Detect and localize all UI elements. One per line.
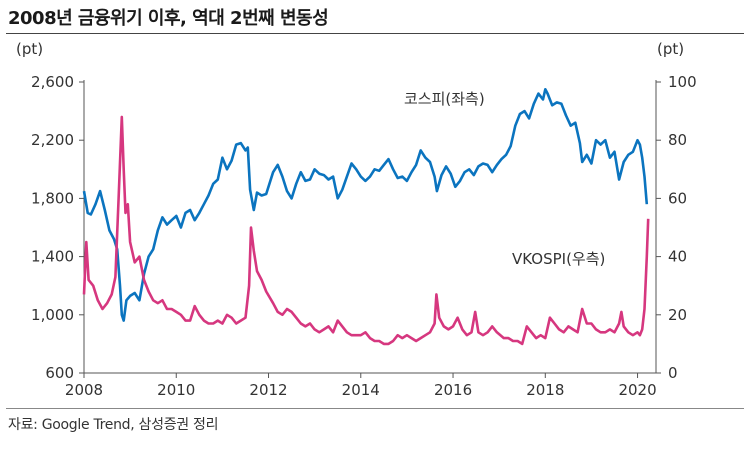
x-tick-label: 2008 <box>65 381 103 399</box>
left-tick-label: 1,400 <box>31 248 74 266</box>
source-divider <box>6 408 744 409</box>
chart-area: (pt) (pt) 600 1,000 1,400 1,800 2,200 2,600 0 20 4… <box>16 40 697 399</box>
left-tick-label: 2,200 <box>31 131 74 149</box>
right-tick-label: 0 <box>668 364 678 382</box>
right-tick-label: 40 <box>668 248 687 266</box>
kospi-line <box>82 88 649 322</box>
kospi-series-label: 코스피(좌측) <box>404 90 485 108</box>
right-tick-label: 20 <box>668 306 687 324</box>
right-tick-label: 80 <box>668 131 687 149</box>
x-tick-label: 2018 <box>526 381 564 399</box>
x-tick-label: 2014 <box>342 381 380 399</box>
x-tick-label: 2020 <box>618 381 656 399</box>
left-axis-unit: (pt) <box>16 40 43 58</box>
right-tick-label: 100 <box>668 73 697 91</box>
left-tick-label: 2,600 <box>31 73 74 91</box>
left-tick-label: 1,000 <box>31 306 74 324</box>
x-tick-label: 2016 <box>434 381 472 399</box>
source-note: 자료: Google Trend, 삼성증권 정리 <box>8 417 219 433</box>
left-tick-label: 600 <box>45 364 74 382</box>
vkospi-series-label: VKOSPI(우측) <box>512 250 605 268</box>
right-axis-unit: (pt) <box>657 40 684 58</box>
x-tick-label: 2010 <box>157 381 195 399</box>
right-tick-label: 60 <box>668 189 687 207</box>
x-tick-label: 2012 <box>249 381 287 399</box>
left-tick-label: 1,800 <box>31 189 74 207</box>
vkospi-line <box>82 115 650 346</box>
title-divider <box>6 33 744 34</box>
chart-title: 2008년 금융위기 이후, 역대 2번째 변동성 <box>8 8 329 29</box>
